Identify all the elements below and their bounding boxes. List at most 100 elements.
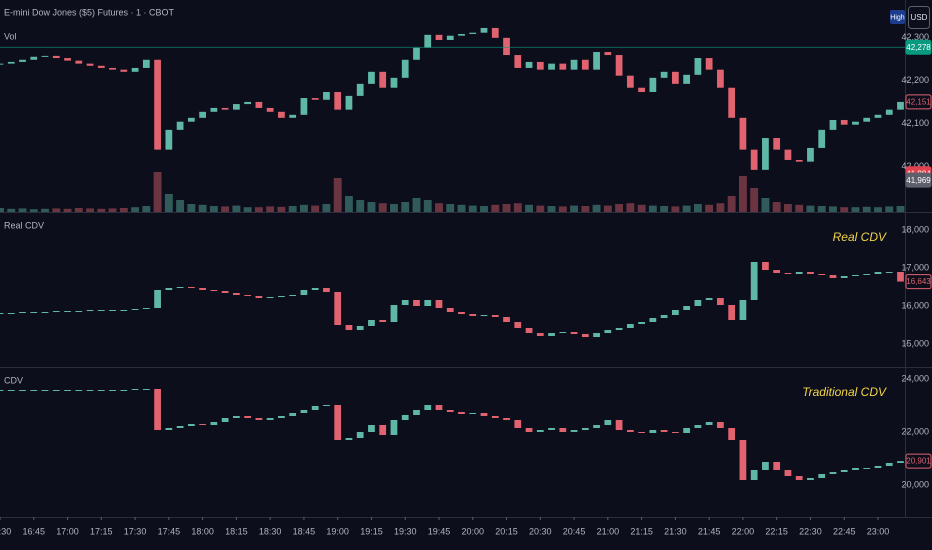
candle-body [278, 415, 285, 419]
candle-body [221, 418, 229, 423]
candle-body [435, 299, 443, 309]
volume-bar [142, 206, 151, 212]
y-tick-label: 42,300 [901, 32, 929, 42]
candle-body [458, 411, 465, 415]
candle-body [120, 389, 128, 391]
candle-body [525, 61, 533, 68]
candle-body [7, 61, 15, 64]
price-label-box [905, 94, 932, 110]
x-tick-label: 18:15 [225, 526, 248, 536]
volume-bar [558, 206, 567, 212]
x-tick-label: 19:45 [428, 526, 451, 536]
volume-bar [660, 206, 669, 212]
candle-body [41, 389, 49, 391]
volume-bar [423, 200, 432, 212]
high-button[interactable] [890, 10, 905, 24]
candle-body [64, 311, 71, 313]
candle-body [176, 286, 184, 288]
volume-bar [705, 204, 714, 212]
x-tick-label: 22:00 [732, 526, 755, 536]
candle-body [525, 427, 533, 432]
candle-body [570, 331, 578, 335]
volume-bar [131, 207, 140, 212]
volume-bar [547, 206, 556, 212]
candle-body [807, 147, 814, 162]
x-tick-label: 19:15 [360, 526, 383, 536]
volume-bar [7, 208, 16, 212]
candle-body [19, 389, 26, 391]
candle-body [356, 325, 364, 331]
volume-bar [277, 206, 286, 212]
candle-body [300, 290, 308, 296]
currency-button[interactable] [908, 6, 930, 29]
y-tick-label: 42,000 [901, 161, 929, 171]
volume-bar [311, 205, 320, 212]
volume-bar [525, 204, 533, 212]
x-tick-label: 16:45 [23, 526, 46, 536]
candle-body [210, 107, 218, 112]
candle-body [739, 117, 747, 150]
candle-body [165, 287, 173, 290]
candle-body [345, 95, 353, 110]
volume-bar [874, 207, 882, 212]
candle-body [480, 315, 488, 317]
volume-bar [648, 205, 657, 212]
candle-body [413, 299, 420, 307]
volume-bar [108, 208, 117, 212]
candle-body [705, 422, 713, 425]
candle-body [368, 424, 375, 432]
x-tick-label: 17:45 [158, 526, 181, 536]
candle-body [7, 312, 15, 314]
candle-body [536, 61, 544, 70]
candle-body [852, 468, 859, 470]
candle-body [120, 69, 128, 72]
candle-body [52, 389, 60, 391]
volume-bar [367, 202, 376, 212]
candle-body [86, 389, 94, 391]
candle-body [64, 58, 71, 61]
candle-body [773, 270, 781, 274]
volume-bar [480, 206, 488, 212]
candle-body [536, 333, 544, 336]
candle-body [649, 430, 657, 434]
volume-bar [29, 209, 38, 212]
candle-body [131, 388, 139, 390]
candle-body [818, 129, 826, 148]
candle-body [187, 423, 195, 427]
candle-body [323, 92, 330, 100]
high-button-label[interactable]: High [890, 14, 905, 21]
candle-body [289, 295, 297, 297]
volume-bar [840, 207, 849, 212]
candle-body [671, 431, 679, 434]
candle-body [210, 422, 218, 425]
candle-body [142, 59, 150, 68]
candle-body [390, 305, 398, 323]
candle-body [221, 107, 229, 110]
candle-body [469, 412, 477, 415]
volume-bar [41, 208, 49, 212]
candle-body [165, 427, 173, 431]
volume-bar [243, 207, 252, 212]
candle-body [897, 461, 904, 463]
pane-title: Real CDV [4, 220, 44, 230]
volume-bar [750, 188, 759, 212]
x-tick-label: 21:00 [597, 526, 620, 536]
candle-body [863, 468, 871, 470]
volume-bar [682, 205, 691, 212]
y-tick-label: 20,000 [901, 479, 929, 489]
volume-bar [412, 198, 421, 212]
volume-bar [18, 208, 27, 212]
candle-body [379, 424, 387, 435]
candle-body [784, 149, 792, 160]
candle-body [536, 430, 544, 432]
volume-bar [626, 203, 635, 212]
candle-body [19, 312, 26, 314]
candle-body [41, 55, 49, 57]
candle-body [368, 71, 375, 84]
volume-bar [603, 205, 612, 212]
candle-body [413, 47, 420, 60]
volume-bar [772, 202, 781, 212]
candle-body [233, 415, 240, 419]
candle-body [199, 423, 206, 425]
currency-label[interactable]: USD [911, 13, 928, 22]
